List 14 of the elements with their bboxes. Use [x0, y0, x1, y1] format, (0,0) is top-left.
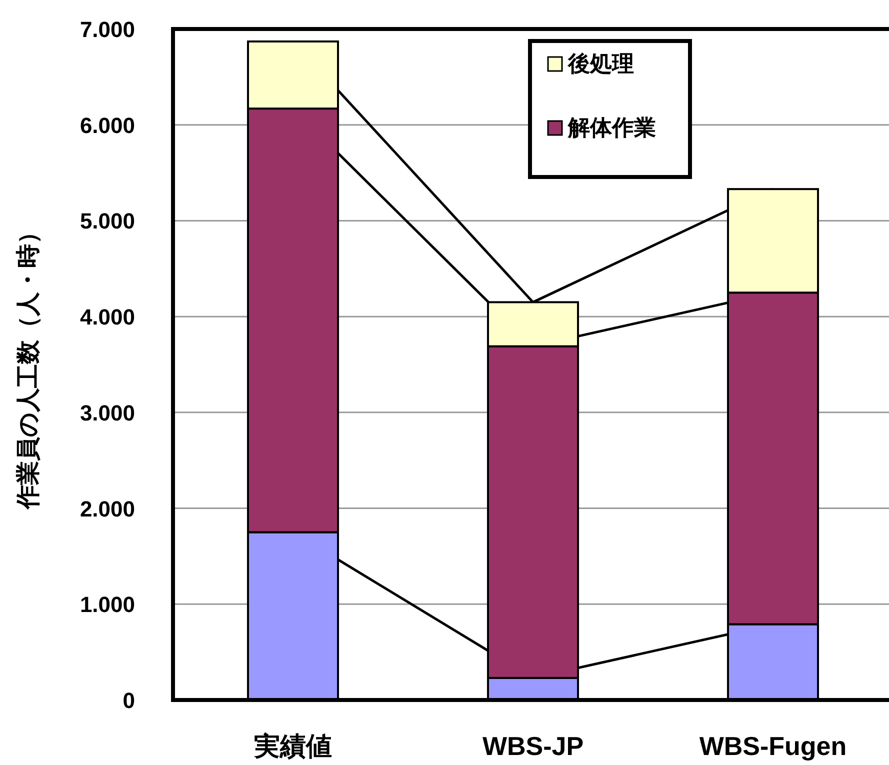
y-tick-label: 0 [122, 688, 135, 713]
x-tick-label: WBS-JP [482, 731, 584, 761]
x-tick-label: WBS-Fugen [699, 731, 847, 761]
legend-label: 後処理 [567, 51, 634, 76]
x-tick-label: 実績値 [253, 731, 332, 761]
y-tick-label: 7.000 [80, 17, 135, 42]
y-tick-label: 5.000 [80, 208, 135, 234]
legend-label: 解体作業 [567, 115, 656, 140]
y-axis-title: 作業員の人工数（人・時） [15, 220, 42, 510]
y-tick-label: 1.000 [80, 592, 135, 618]
y-tick-label: 3.000 [80, 400, 135, 426]
y-tick-label: 4.000 [80, 304, 135, 330]
y-tick-label: 2.000 [80, 496, 135, 522]
y-tick-label: 6.000 [80, 112, 135, 138]
